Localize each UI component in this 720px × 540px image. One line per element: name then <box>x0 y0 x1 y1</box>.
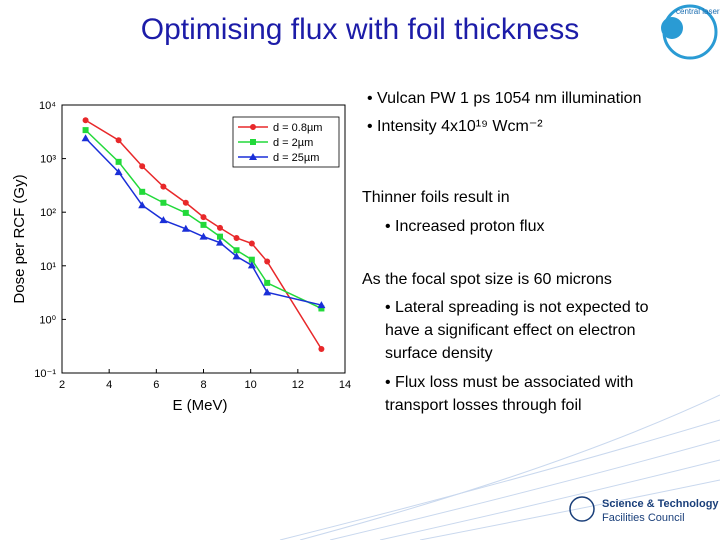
marker <box>160 199 167 206</box>
legend-label: d = 25µm <box>273 152 319 164</box>
marker <box>182 199 189 206</box>
bullet-text: • Vulcan PW 1 ps 1054 nm illumination <box>367 90 641 107</box>
bullet-text: transport losses through foil <box>385 397 582 414</box>
marker <box>138 201 147 209</box>
marker <box>200 214 207 221</box>
bullet-text: have a significant effect on electron <box>385 322 636 339</box>
marker <box>248 240 255 247</box>
marker <box>250 124 256 130</box>
marker <box>160 183 167 190</box>
marker <box>200 221 207 228</box>
x-axis-label: E (MeV) <box>172 397 227 414</box>
legend-label: d = 0.8µm <box>273 122 322 134</box>
marker <box>139 163 146 170</box>
marker <box>264 279 271 286</box>
marker <box>217 224 224 231</box>
swoosh <box>279 394 720 540</box>
x-tick-label: 12 <box>292 379 304 391</box>
clf-logo-text: central laser facility <box>676 7 720 16</box>
marker <box>159 216 168 224</box>
bullet-text: Thinner foils result in <box>362 189 510 206</box>
bullet-text: • Increased proton flux <box>385 218 544 235</box>
marker <box>82 117 89 124</box>
bullet-text: • Flux loss must be associated with <box>385 374 633 391</box>
marker <box>217 233 224 240</box>
stfc-logo-text: Science & Technology <box>602 498 719 510</box>
marker <box>181 224 190 232</box>
bullet-text: surface density <box>385 345 493 362</box>
marker <box>247 261 256 269</box>
slide-title: Optimising flux with foil thickness <box>141 13 580 46</box>
x-tick-label: 6 <box>153 379 159 391</box>
y-tick-label: 10³ <box>40 154 56 166</box>
marker <box>250 139 256 145</box>
y-tick-label: 10⁰ <box>39 314 56 326</box>
marker <box>264 258 271 265</box>
marker <box>318 346 325 353</box>
stfc-logo-text: Facilities Council <box>602 512 685 524</box>
marker <box>249 153 257 160</box>
marker <box>233 247 240 254</box>
x-tick-label: 4 <box>106 379 112 391</box>
legend-label: d = 2µm <box>273 137 313 149</box>
marker <box>318 305 325 312</box>
y-tick-label: 10¹ <box>40 261 56 273</box>
marker <box>82 127 89 134</box>
stfc-logo: Science & Technology Facilities Council <box>569 496 719 524</box>
x-tick-label: 8 <box>200 379 206 391</box>
marker <box>263 288 272 296</box>
marker <box>139 188 146 195</box>
marker <box>114 168 123 176</box>
bullet-text: • Lateral spreading is not expected to <box>385 299 649 316</box>
marker <box>199 232 208 240</box>
marker <box>81 134 90 142</box>
marker <box>248 256 255 263</box>
marker <box>182 209 189 216</box>
x-tick-label: 2 <box>59 379 65 391</box>
x-tick-label: 14 <box>339 379 351 391</box>
marker <box>317 301 326 309</box>
y-tick-label: 10² <box>40 207 56 219</box>
marker <box>115 137 122 144</box>
y-tick-label: 10⁻¹ <box>34 368 56 380</box>
bullet-text: As the focal spot size is 60 microns <box>362 271 612 288</box>
bullet-text: • Intensity 4x10¹⁹ Wcm⁻² <box>367 118 543 135</box>
x-tick-label: 10 <box>245 379 257 391</box>
y-tick-label: 10⁴ <box>39 100 56 112</box>
marker <box>233 235 240 242</box>
marker <box>232 252 241 260</box>
clf-logo: central laser facility <box>661 4 720 60</box>
y-axis-label: Dose per RCF (Gy) <box>11 174 28 303</box>
marker <box>115 158 122 165</box>
marker <box>216 238 225 246</box>
